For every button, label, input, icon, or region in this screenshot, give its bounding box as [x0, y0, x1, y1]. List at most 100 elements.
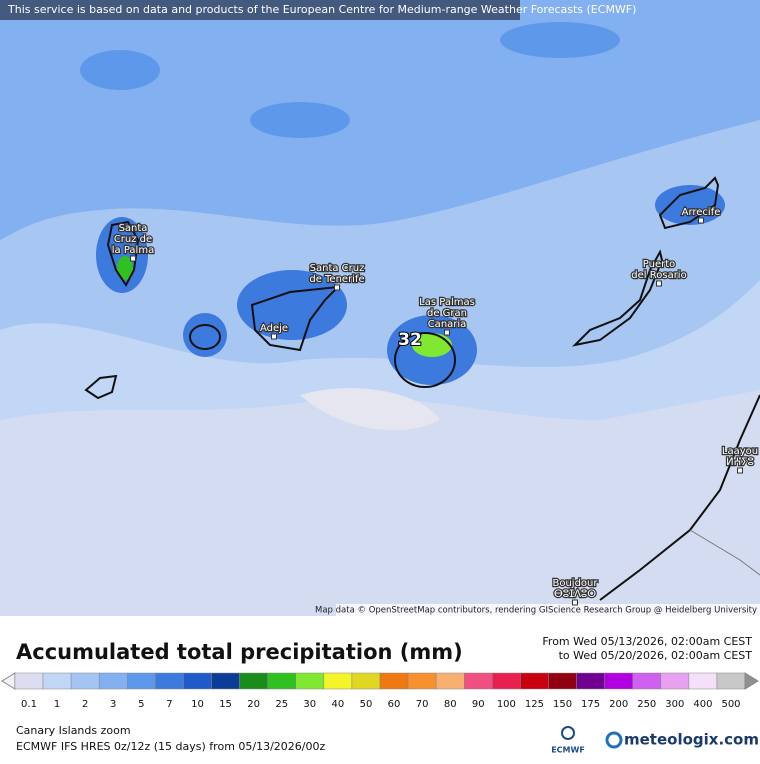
legend-swatch — [267, 672, 297, 690]
legend-swatch — [155, 672, 184, 690]
place-label: Canaria — [428, 319, 467, 330]
place-marker — [698, 217, 704, 224]
meteologix-logo: meteologix.com — [624, 731, 759, 749]
place-label: Santa — [119, 223, 148, 234]
legend-swatch — [520, 672, 549, 690]
legend-label: 60 — [388, 699, 401, 710]
legend-swatch — [351, 672, 381, 690]
legend-label: 30 — [303, 699, 316, 710]
island-outline — [394, 332, 456, 388]
legend-swatch — [239, 672, 268, 690]
legend-label: 40 — [332, 699, 345, 710]
max-label: 32 — [398, 330, 422, 350]
attribution: Map data © OpenStreetMap contributors, r… — [315, 606, 757, 616]
place-label: Arrecife — [682, 207, 721, 218]
legend-swatch — [492, 672, 521, 690]
legend-swatch — [14, 672, 44, 690]
island-outline — [571, 249, 664, 347]
legend-label: 175 — [581, 699, 600, 710]
legend-arrow-right — [744, 672, 759, 690]
island-outline — [189, 324, 221, 350]
model-run: ECMWF IFS HRES 0z/12z (15 days) from 05/… — [16, 740, 326, 753]
legend-label: 2 — [82, 699, 88, 710]
wet-blob — [412, 333, 452, 357]
legend-label: 25 — [275, 699, 288, 710]
legend-label: 3 — [110, 699, 116, 710]
period-from: From Wed 05/13/2026, 02:00am CEST — [542, 635, 752, 648]
legend-swatch — [688, 672, 718, 690]
legend-swatch — [660, 672, 690, 690]
place-label: Cruz de — [114, 234, 152, 245]
legend-swatch — [379, 672, 409, 690]
legend-swatch — [435, 672, 465, 690]
legend-arrow-left — [1, 672, 16, 690]
wet-blob — [500, 22, 620, 58]
legend-swatch — [295, 672, 325, 690]
island-outline — [84, 374, 118, 400]
lighter-area — [0, 390, 760, 616]
legend-label: 1 — [54, 699, 60, 710]
place-marker — [444, 329, 450, 336]
period-to: to Wed 05/20/2026, 02:00am CEST — [559, 649, 753, 662]
legend-label: 0.1 — [21, 699, 37, 710]
wet-blob — [237, 270, 347, 340]
legend-label: 50 — [360, 699, 373, 710]
ecmwf-logo: ECMWF — [551, 746, 585, 755]
legend-swatch — [632, 672, 662, 690]
place-label: de Gran — [427, 308, 467, 319]
place-marker — [334, 284, 340, 291]
legend-label: 250 — [637, 699, 656, 710]
legend-swatch — [127, 672, 156, 690]
wet-blob — [117, 256, 133, 280]
legend-label: 80 — [444, 699, 457, 710]
legend-swatch — [463, 672, 493, 690]
place-label: de Tenerife — [309, 274, 364, 285]
wet-blob — [250, 102, 350, 138]
place-label: Adeje — [260, 323, 288, 334]
island-outline — [658, 176, 720, 230]
legend-swatch — [42, 672, 72, 690]
legend-swatch — [183, 672, 212, 690]
title: Accumulated total precipitation (mm) — [16, 640, 463, 664]
legend-label: 300 — [665, 699, 684, 710]
legend-swatch — [716, 672, 746, 690]
region: Canary Islands zoom — [16, 724, 131, 737]
legend-label: 500 — [721, 699, 740, 710]
place-label: Las Palmas — [419, 297, 475, 308]
border — [689, 529, 760, 576]
place-marker — [271, 333, 277, 340]
wet-blob — [655, 185, 725, 225]
ecmwf-logo-mark — [561, 726, 575, 740]
legend-label: 400 — [693, 699, 712, 710]
legend-label: 10 — [191, 699, 204, 710]
legend-label: 15 — [219, 699, 232, 710]
place-label: Puerto — [643, 259, 676, 270]
legend-label: 150 — [553, 699, 572, 710]
island-outline — [250, 285, 341, 352]
legend-swatch — [98, 672, 128, 690]
legend-swatch — [604, 672, 633, 690]
legend-swatch — [548, 672, 577, 690]
place-label: del Rosario — [631, 270, 686, 281]
legend-label: 200 — [609, 699, 628, 710]
wet-blob — [80, 50, 160, 90]
place-marker — [130, 255, 136, 262]
legend-label: 90 — [472, 699, 485, 710]
wet-area — [0, 0, 760, 240]
legend-swatch — [323, 672, 353, 690]
place-label: Boujdour — [552, 578, 598, 589]
coastline — [599, 394, 760, 601]
legend-label: 7 — [166, 699, 172, 710]
place-label: ⵍⵄⵢⵓ — [726, 457, 754, 468]
meteologix-logo-mark — [605, 731, 623, 749]
place-label: la Palma — [112, 245, 154, 256]
place-marker — [572, 599, 578, 606]
banner: This service is based on data and produc… — [7, 3, 636, 16]
place-marker — [656, 280, 662, 287]
legend-swatch — [407, 672, 437, 690]
legend-label: 125 — [525, 699, 544, 710]
place-label: Santa Cruz — [310, 263, 365, 274]
legend-swatch — [576, 672, 605, 690]
